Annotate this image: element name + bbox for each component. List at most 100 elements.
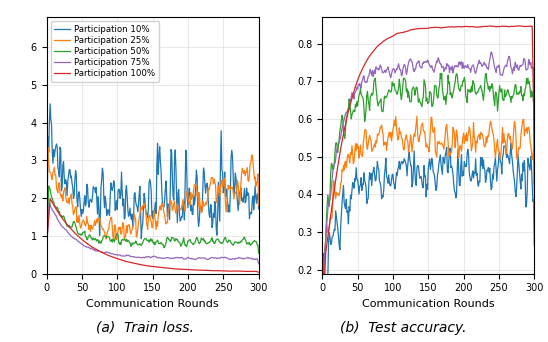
Participation 10% [450,172,456,176]
Line: Participation 100%: Participation 100% [47,199,259,272]
Participation 100% [223,269,230,273]
Participation 50% [531,182,538,186]
Participation 75% [170,256,176,261]
Participation 100% [174,267,181,271]
Participation 10% [507,142,514,146]
Participation 50% [437,71,443,76]
Participation 75% [499,73,505,77]
Participation 75% [319,272,326,276]
Participation 10% [138,237,145,241]
Participation 50% [170,236,176,240]
Participation 10% [171,159,178,163]
Participation 10% [255,207,262,211]
Participation 50% [174,237,181,241]
Participation 25% [446,150,453,154]
Participation 50% [446,81,452,86]
Participation 75% [531,135,538,139]
X-axis label: Communication Rounds: Communication Rounds [362,299,495,309]
Participation 100% [446,25,452,29]
Participation 75% [44,235,50,239]
Line: Participation 75%: Participation 75% [47,203,259,264]
Participation 100% [531,144,538,148]
Line: Participation 75%: Participation 75% [323,52,534,274]
Participation 75% [174,255,181,260]
Participation 10% [323,287,330,291]
Line: Participation 100%: Participation 100% [323,26,534,274]
Line: Participation 25%: Participation 25% [323,116,534,274]
Participation 75% [255,262,262,266]
Participation 75% [45,224,52,228]
Participation 10% [224,187,230,191]
Participation 100% [498,24,504,28]
Participation 50% [512,82,518,87]
Participation 10% [499,172,505,176]
Participation 50% [170,236,177,240]
Participation 10% [47,102,53,106]
Participation 25% [450,126,456,130]
Participation 75% [512,60,518,64]
Participation 25% [414,114,420,118]
Participation 50% [319,272,326,276]
Participation 25% [255,204,262,208]
Participation 100% [516,24,522,28]
Participation 25% [512,124,518,128]
Participation 25% [446,154,452,158]
Participation 10% [175,191,181,195]
Participation 75% [170,256,177,260]
Participation 50% [255,251,262,255]
Participation 10% [44,195,50,199]
Participation 25% [170,201,177,206]
Participation 50% [321,259,327,263]
Participation 50% [45,184,52,188]
Participation 75% [445,64,452,68]
Line: Participation 50%: Participation 50% [47,186,259,253]
Participation 25% [44,180,50,184]
Participation 100% [255,270,262,274]
Participation 100% [319,272,326,276]
Participation 50% [45,205,52,209]
Participation 25% [45,162,52,166]
Line: Participation 10%: Participation 10% [323,144,534,289]
Participation 50% [499,87,505,91]
Participation 100% [170,267,177,271]
Participation 75% [449,64,455,68]
Participation 10% [512,195,519,199]
Participation 25% [175,205,181,209]
Participation 100% [321,272,327,276]
Participation 25% [531,206,538,210]
Participation 10% [319,285,326,289]
Participation 10% [170,198,177,202]
Participation 25% [111,238,117,242]
Participation 100% [449,25,455,29]
Participation 100% [45,223,52,227]
Participation 100% [236,269,243,273]
Participation 75% [223,255,230,260]
Participation 50% [450,91,456,95]
Text: (a)  Train loss.: (a) Train loss. [96,321,194,335]
Line: Participation 10%: Participation 10% [47,104,259,239]
Participation 50% [44,229,50,233]
Participation 25% [45,145,52,149]
Participation 100% [445,25,452,29]
Participation 25% [171,199,178,203]
Participation 50% [223,238,230,242]
Participation 10% [45,135,52,139]
Participation 100% [170,267,176,271]
Line: Participation 25%: Participation 25% [47,147,259,240]
Participation 10% [237,189,243,193]
Text: (b)  Test accuracy.: (b) Test accuracy. [340,321,466,335]
Participation 10% [446,152,453,156]
Participation 10% [321,251,327,255]
Participation 75% [446,63,452,67]
X-axis label: Communication Rounds: Communication Rounds [86,299,219,309]
Legend: Participation 10%, Participation 25%, Participation 50%, Participation 75%, Part: Participation 10%, Participation 25%, Pa… [51,22,159,82]
Participation 25% [499,140,505,144]
Participation 25% [237,194,243,198]
Participation 25% [321,266,327,271]
Participation 100% [44,233,50,237]
Participation 25% [319,272,326,276]
Participation 100% [47,197,53,201]
Participation 25% [224,203,230,207]
Participation 10% [446,159,452,163]
Participation 10% [531,244,538,248]
